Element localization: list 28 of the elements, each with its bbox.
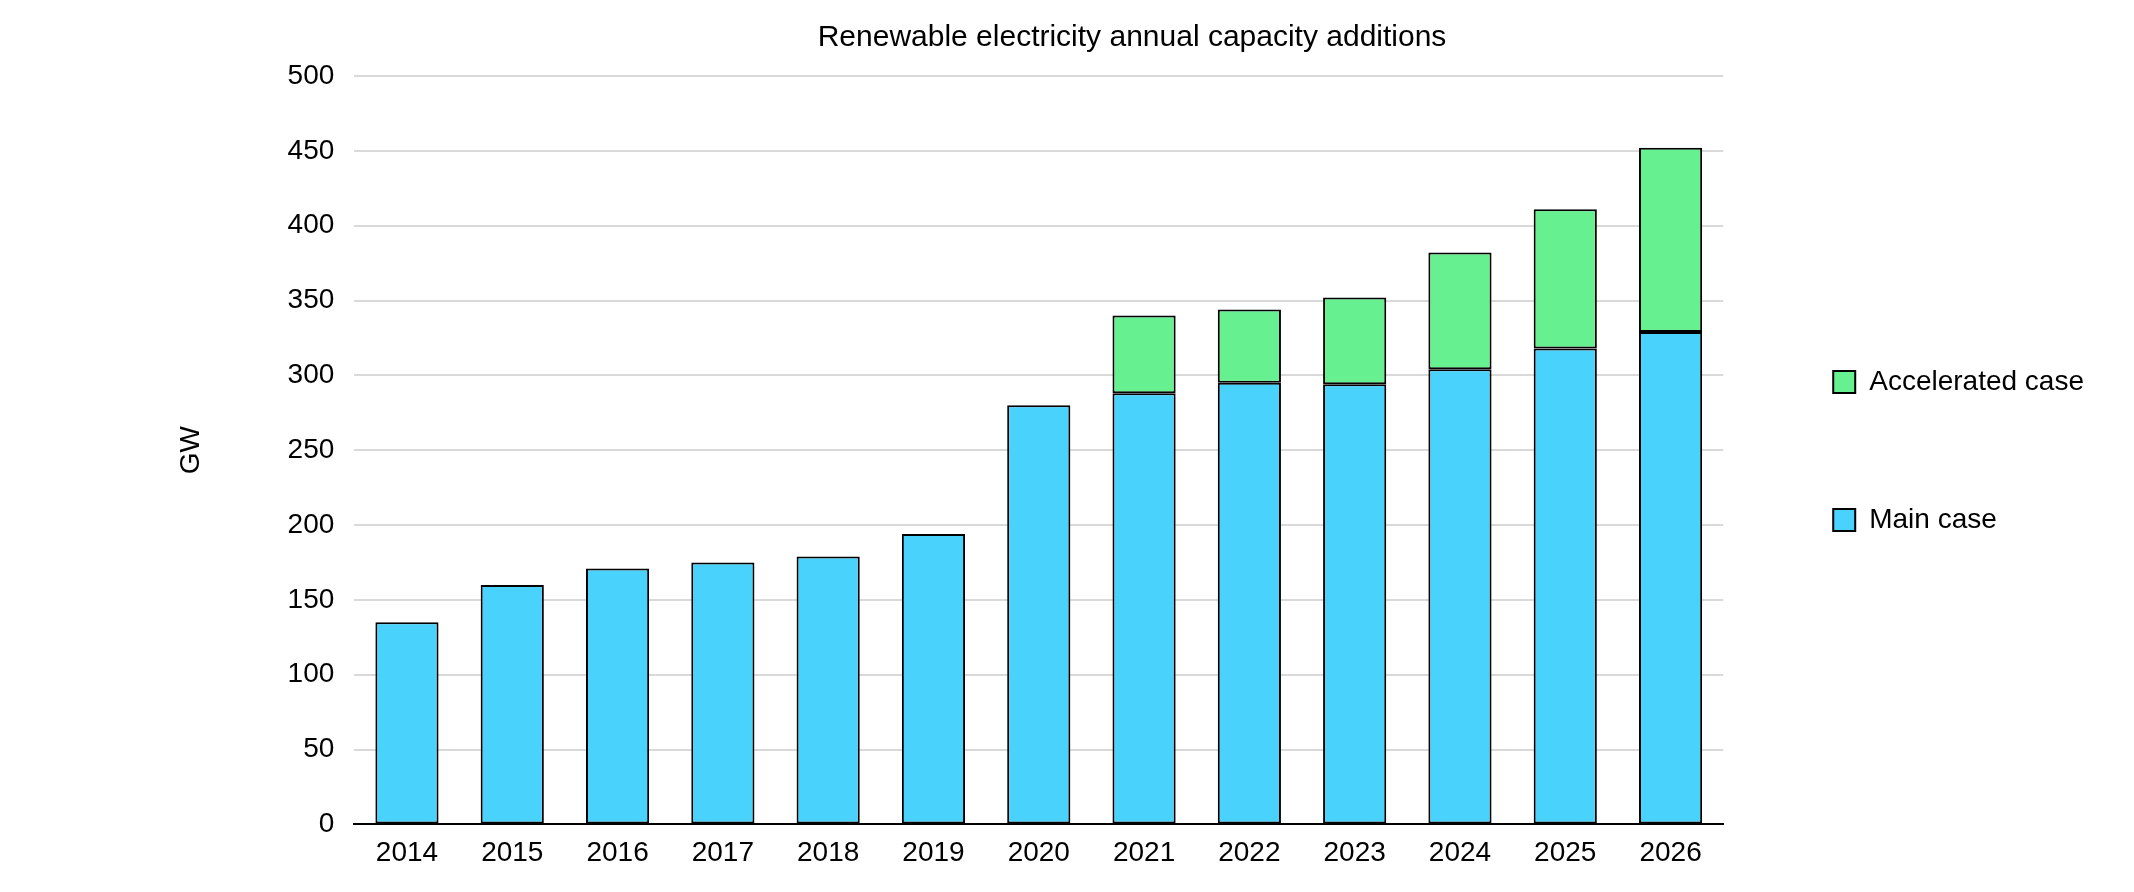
y-tick-label: 300 — [287, 358, 335, 390]
y-tick-label: 350 — [287, 283, 335, 315]
x-tick-label: 2015 — [481, 835, 544, 867]
y-tick-label: 100 — [287, 657, 335, 689]
y-tick-label: 50 — [303, 732, 335, 764]
x-tick-label: 2022 — [1218, 835, 1281, 867]
x-tick-label: 2019 — [902, 835, 965, 867]
chart-title: Renewable electricity annual capacity additions — [817, 19, 1447, 53]
x-tick-label: 2025 — [1534, 835, 1597, 867]
y-tick-label: 500 — [287, 58, 335, 90]
x-tick-label: 2014 — [375, 835, 439, 867]
x-tick-label: 2024 — [1428, 835, 1492, 867]
legend-label: Accelerated case — [1869, 364, 2085, 396]
x-tick-label: 2018 — [797, 835, 860, 867]
x-tick-label: 2016 — [586, 835, 649, 867]
y-tick-label: 250 — [287, 432, 335, 464]
y-tick-label: 150 — [287, 582, 335, 614]
y-tick-label: 0 — [318, 807, 335, 839]
y-tick-label: 200 — [287, 507, 335, 539]
x-tick-label: 2017 — [691, 835, 755, 867]
x-tick-label: 2021 — [1112, 835, 1176, 867]
x-tick-label: 2020 — [1007, 835, 1070, 867]
x-tick-label: 2023 — [1323, 835, 1386, 867]
legend-label: Main case — [1869, 502, 1997, 534]
y-tick-label: 400 — [287, 208, 335, 240]
x-tick-label: 2026 — [1639, 835, 1702, 867]
y-axis-title: GW — [173, 425, 205, 475]
y-tick-label: 450 — [287, 133, 335, 165]
